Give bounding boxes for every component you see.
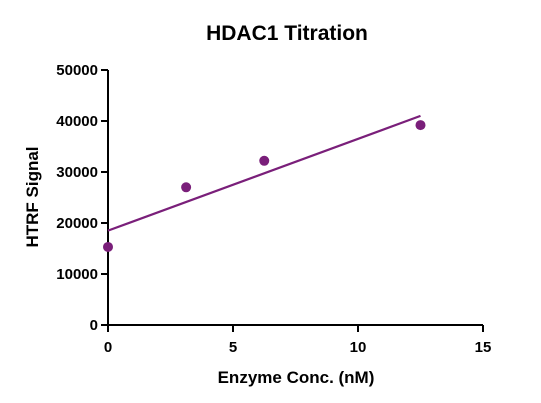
data-points bbox=[103, 120, 426, 252]
x-axis-label: Enzyme Conc. (nM) bbox=[218, 368, 375, 387]
y-tick-label: 20000 bbox=[56, 215, 98, 232]
y-tick-label: 10000 bbox=[56, 266, 98, 283]
y-tick-label: 0 bbox=[90, 317, 98, 334]
x-tick-label: 15 bbox=[475, 339, 492, 356]
chart-title: HDAC1 Titration bbox=[206, 22, 368, 45]
axes bbox=[107, 70, 483, 326]
y-tick-label: 40000 bbox=[56, 113, 98, 130]
y-tick-label: 30000 bbox=[56, 164, 98, 181]
x-ticks: 0 5 10 15 bbox=[104, 325, 492, 356]
y-tick-label: 50000 bbox=[56, 62, 98, 79]
x-tick-label: 5 bbox=[229, 339, 237, 356]
fit-line bbox=[107, 114, 421, 232]
y-ticks: 0 10000 20000 30000 40000 50000 bbox=[56, 62, 108, 334]
x-tick-label: 10 bbox=[350, 339, 367, 356]
data-point bbox=[103, 241, 113, 252]
data-point bbox=[415, 120, 426, 131]
data-point bbox=[181, 182, 192, 193]
y-axis-label: HTRF Signal bbox=[23, 146, 42, 247]
data-point bbox=[259, 155, 270, 166]
x-tick-label: 0 bbox=[104, 339, 112, 356]
